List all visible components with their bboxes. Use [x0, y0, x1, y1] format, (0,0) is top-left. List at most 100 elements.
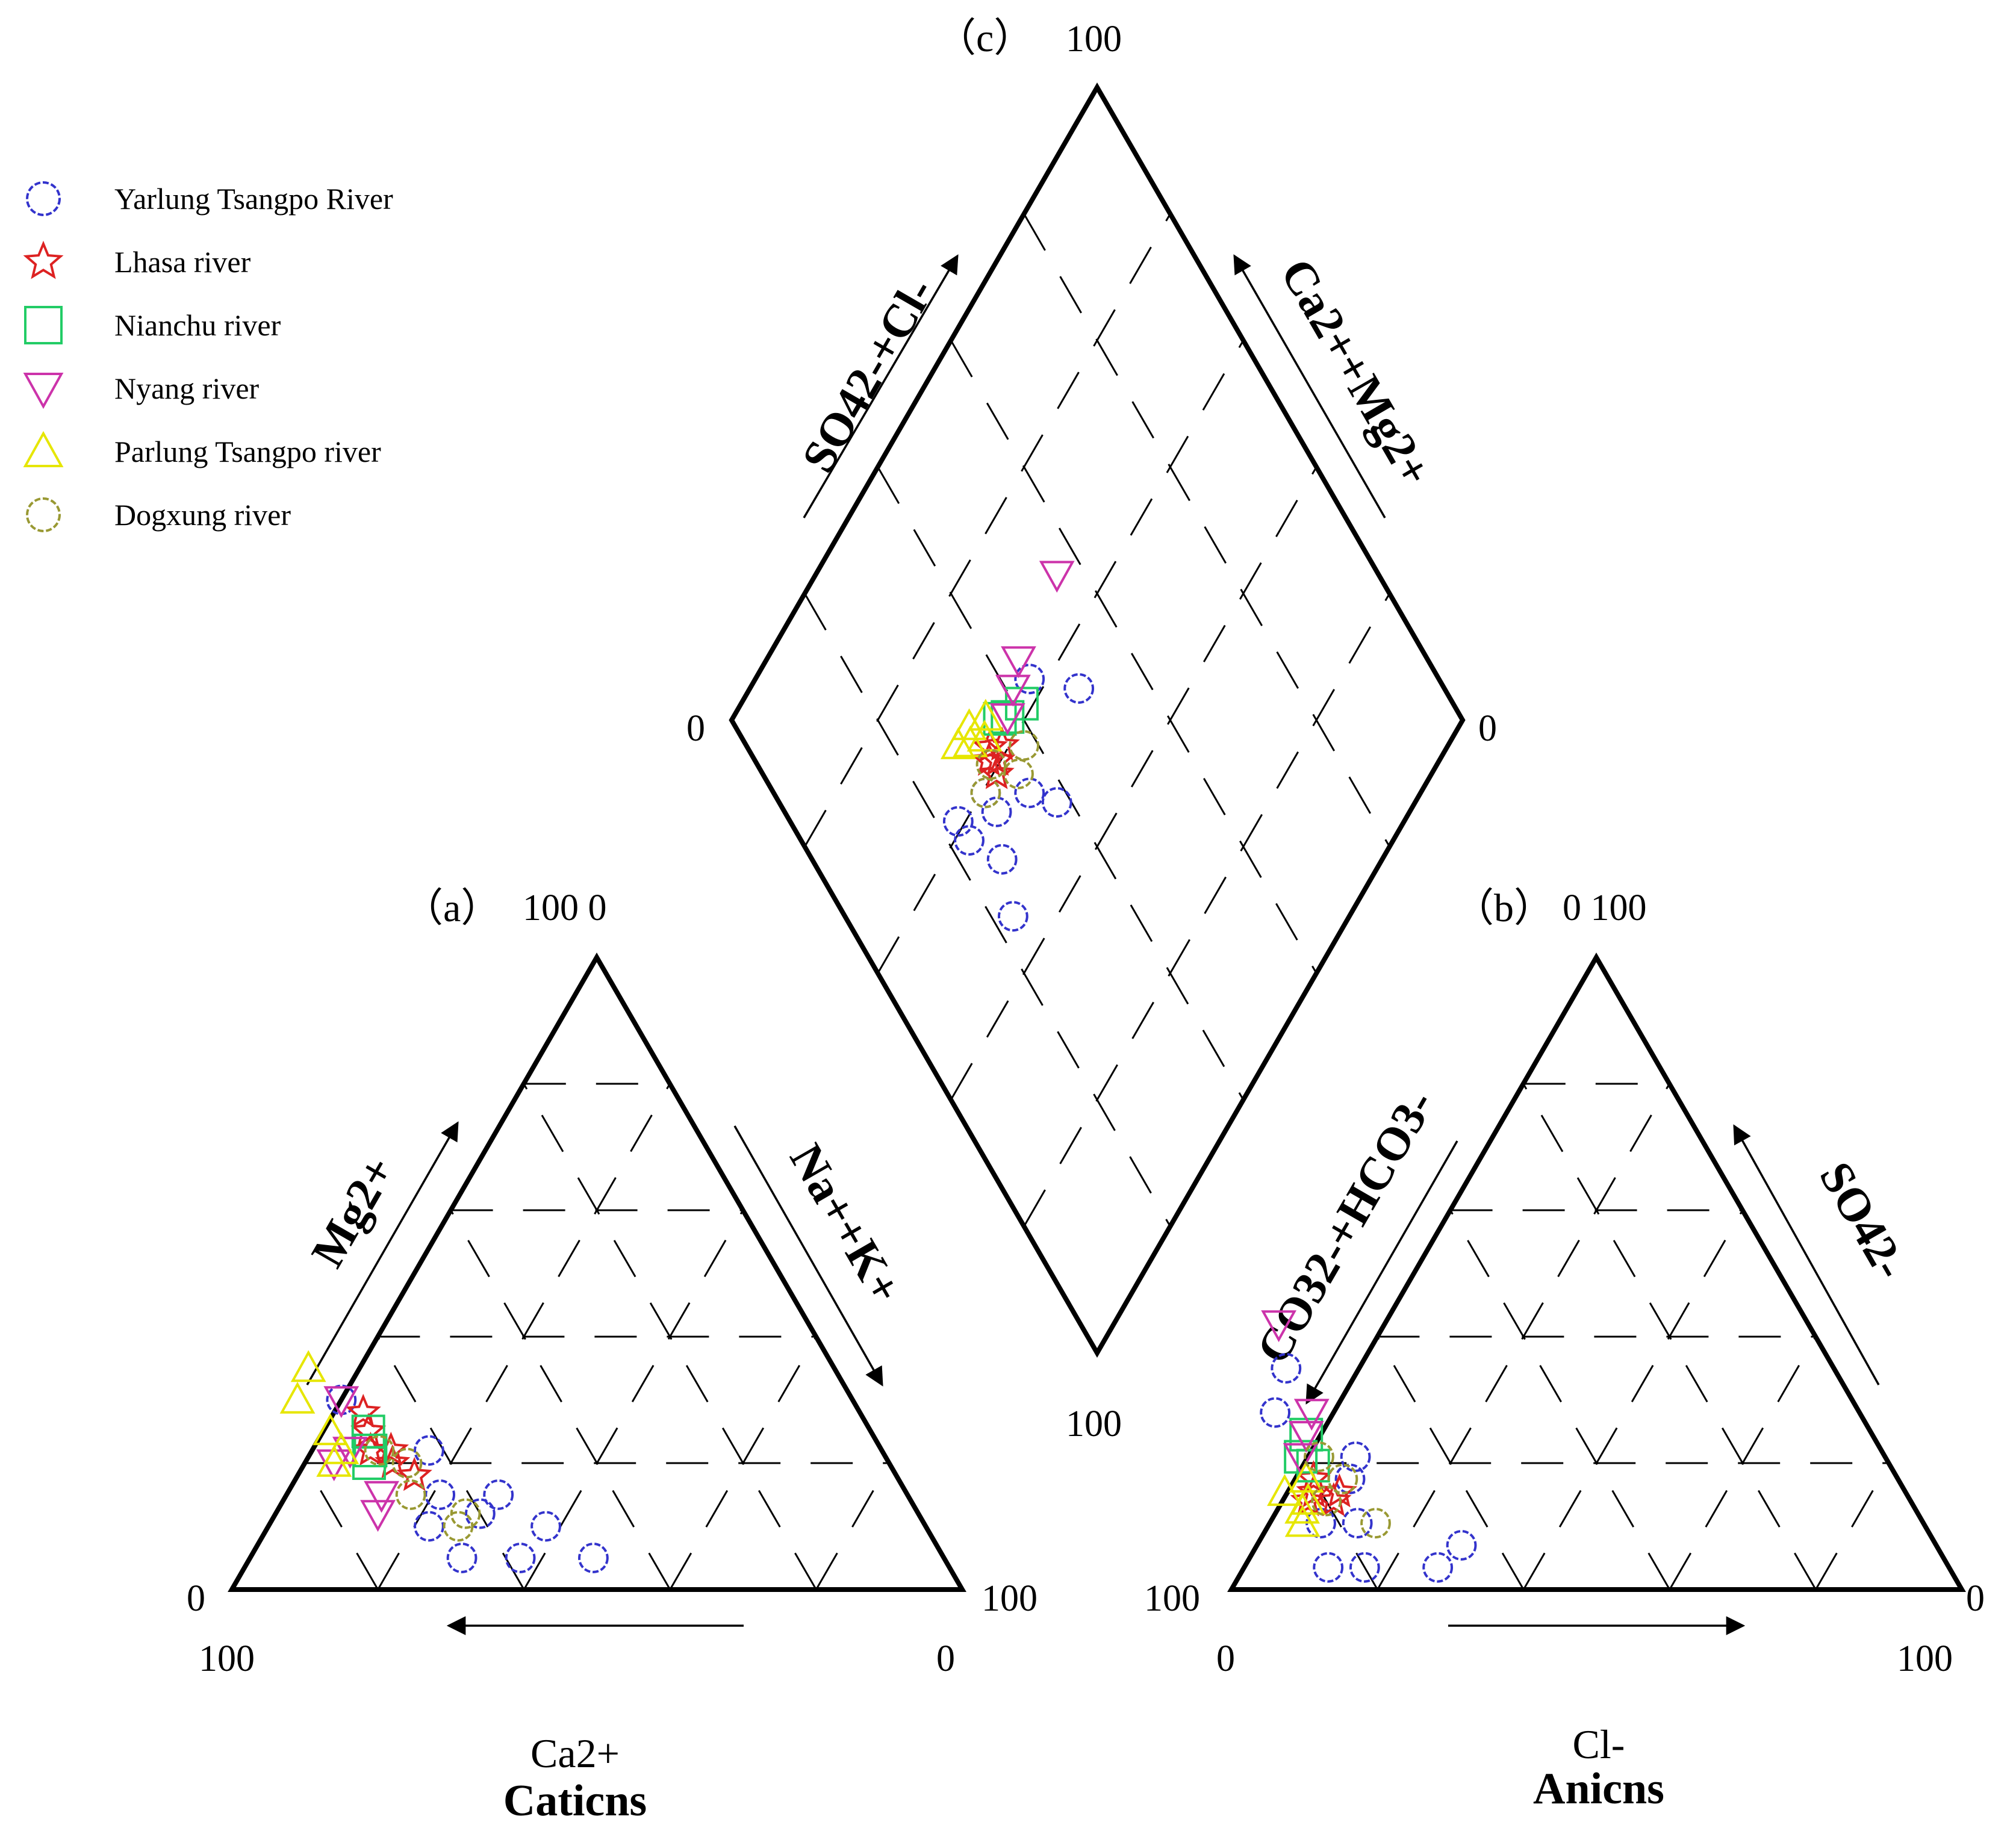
cation-point: [323, 1386, 359, 1419]
axis-label-c-right: Ca2++Mg2+: [1271, 250, 1442, 495]
c-grid-b: [950, 466, 1318, 1101]
tick-c-top: 100: [1066, 19, 1122, 60]
axis-label-c-left: SO42-+Cl-: [791, 269, 944, 480]
frames: [228, 82, 1966, 1592]
anion-point: [1360, 1508, 1391, 1539]
c-grid-a: [1023, 213, 1390, 847]
cation-point: [414, 1435, 444, 1466]
cation-point: [391, 1447, 423, 1479]
c-left-arrow: [803, 254, 959, 518]
cation-point: [360, 1500, 396, 1532]
cation-point: [446, 1543, 478, 1573]
a-grid-d2: [523, 1210, 744, 1590]
diamond-point: [1001, 646, 1036, 679]
legend-marker-5: [26, 497, 61, 532]
anion-point: [1288, 1461, 1324, 1493]
legend-marker-0: [26, 181, 61, 216]
axis-label-b-bottom: Cl-: [1573, 1721, 1625, 1767]
cation-point: [375, 1444, 411, 1479]
b-grid-d1: [1377, 1336, 1525, 1590]
b-right-arrow: [1733, 1124, 1880, 1385]
cation-point: [483, 1479, 514, 1510]
legend-label-0: Yarlung Tsangpo River: [114, 182, 393, 216]
cation-point: [443, 1511, 474, 1542]
tick-c-right: 0: [1478, 708, 1497, 749]
tick-b-top: 0 100: [1563, 887, 1647, 928]
cation-point: [425, 1479, 456, 1510]
panel-title-a: Caticns: [503, 1776, 647, 1826]
c-grid-a: [804, 593, 1171, 1227]
tick-c-bottom: 100: [1066, 1403, 1122, 1444]
anion-point: [1313, 1552, 1344, 1583]
anion-point: [1290, 1482, 1326, 1515]
diamond-point: [995, 674, 1031, 707]
diamond-point: [951, 708, 987, 741]
b-grid-d1: [1522, 1083, 1817, 1590]
diamond-point: [970, 777, 1001, 809]
c-grid-b: [877, 340, 1245, 974]
b-grid-d1: [1303, 1463, 1378, 1590]
diamond-point: [1039, 561, 1075, 593]
anion-point: [1304, 1441, 1334, 1472]
anion-point: [1283, 1443, 1319, 1475]
b-grid-d2: [1815, 1463, 1890, 1590]
cation-point: [364, 1435, 395, 1466]
tick-b-bottom-left: 0: [1216, 1638, 1235, 1679]
cation-point: [450, 1498, 481, 1529]
diamond-point: [989, 703, 1025, 735]
anion-point: [1422, 1552, 1454, 1583]
legend-marker-3: [23, 373, 64, 409]
tick-a-right: 100: [982, 1578, 1038, 1619]
diamond-point: [975, 749, 1007, 780]
c-frame: [729, 82, 1466, 1358]
diamond-point: [940, 727, 976, 759]
anion-point: [1446, 1530, 1477, 1561]
legend-label-2: Nianchu river: [114, 308, 281, 342]
legend-label-1: Lhasa river: [114, 245, 251, 279]
panel-label-b: （b）: [1454, 886, 1554, 930]
anion-point: [1288, 1420, 1324, 1453]
diamond-point: [966, 720, 1003, 752]
axis-label-a-right: Na++K+: [780, 1135, 912, 1312]
b-left-arrow: [1305, 1140, 1458, 1405]
c-grid-b: [804, 213, 1171, 847]
anion-point: [1334, 1463, 1366, 1494]
panel-title-b: Anicns: [1533, 1764, 1664, 1814]
legend-label-4: Parlung Tsangpo river: [114, 435, 381, 468]
axis-arrows: [306, 254, 1880, 1635]
cation-point: [345, 1393, 381, 1428]
anion-point: [1327, 1463, 1358, 1494]
grid-lines: [303, 213, 1890, 1590]
cation-point: [353, 1434, 388, 1467]
anion-point: [1260, 1397, 1291, 1428]
diamond-point: [1003, 758, 1034, 789]
cation-point: [332, 1437, 368, 1469]
legend-marker-2: [24, 306, 63, 344]
tick-b-right: 0: [1966, 1578, 1985, 1619]
cation-point: [505, 1543, 536, 1573]
a-left-arrow: [306, 1121, 459, 1385]
legend: Yarlung Tsangpo River Lhasa river Nianchu …: [114, 182, 393, 532]
diamond-point: [1009, 730, 1039, 761]
b-grid-d2: [1522, 1210, 1744, 1590]
anion-point: [1295, 1460, 1332, 1494]
cation-point: [279, 1381, 316, 1414]
panel-label-c: （c）: [936, 16, 1033, 60]
tick-a-left: 0: [187, 1578, 205, 1619]
anion-point: [1342, 1508, 1373, 1539]
diamond-point: [986, 844, 1018, 875]
diamond-point: [1063, 673, 1095, 704]
cation-point: [316, 1449, 352, 1482]
panel-label-a: （a）: [403, 886, 500, 930]
tick-a-bottom-right: 0: [936, 1638, 955, 1679]
legend-marker-4: [23, 431, 64, 467]
tick-a-bottom-left: 100: [199, 1638, 255, 1679]
tick-b-bottom-right: 100: [1897, 1638, 1953, 1679]
a-frame: [228, 953, 966, 1592]
diamond-point: [952, 725, 988, 757]
diamond-point: [997, 901, 1028, 932]
legend-label-5: Dogxung river: [114, 498, 291, 532]
axis-label-a-left: Mg2+: [300, 1147, 405, 1275]
b-frame: [1227, 953, 1966, 1592]
